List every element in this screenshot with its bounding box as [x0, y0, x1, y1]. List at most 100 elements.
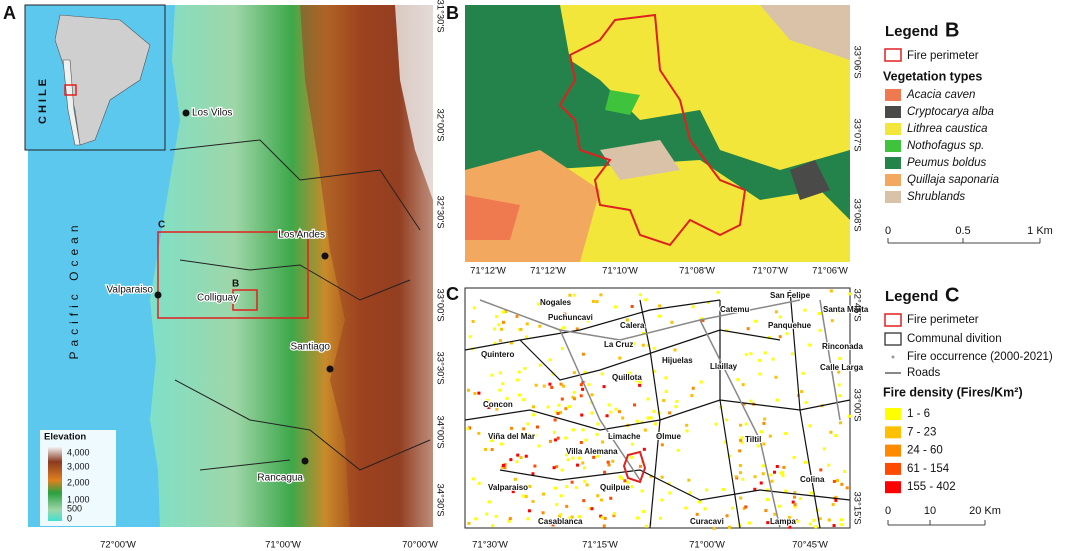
- density-cell: [609, 410, 613, 414]
- panel-label: A: [3, 3, 16, 23]
- place-label: Quillota: [612, 373, 642, 382]
- density-cell: [551, 372, 555, 376]
- lat-label: 31°30'S: [434, 0, 445, 33]
- density-cell: [524, 494, 528, 498]
- density-cell: [525, 322, 529, 326]
- density-cell: [583, 370, 587, 374]
- place-label: Concon: [483, 400, 513, 409]
- place-label: Colliguay: [197, 293, 238, 304]
- density-cell: [541, 511, 545, 515]
- mountains: [300, 5, 433, 527]
- density-cell: [472, 306, 476, 310]
- density-cell: [618, 475, 622, 479]
- communal-boundaries: [464, 289, 851, 529]
- density-cell: [467, 426, 471, 430]
- density-cell: [664, 376, 668, 380]
- density-cell: [843, 469, 847, 473]
- density-cell: [646, 397, 650, 401]
- density-cell: [570, 515, 574, 519]
- density-cell: [834, 433, 838, 437]
- density-cell: [793, 505, 797, 509]
- density-cell: [517, 393, 521, 397]
- density-cell: [746, 327, 750, 331]
- density-cell: [721, 487, 725, 491]
- density-cell: [577, 456, 581, 460]
- density-cell: [581, 352, 585, 356]
- place-label: Calera: [620, 321, 645, 330]
- density-cell: [504, 310, 508, 314]
- density-cell: [500, 327, 504, 331]
- lat-label: 33°00'S: [851, 388, 862, 421]
- density-cell: [778, 335, 782, 339]
- density-cell: [762, 421, 766, 425]
- box-label: C: [158, 220, 165, 231]
- density-cell: [525, 335, 529, 339]
- density-cell: [601, 440, 605, 444]
- density-cell: [607, 463, 611, 467]
- density-cell: [653, 422, 657, 426]
- density-cell: [795, 519, 799, 523]
- lat-label: 32°45'S: [851, 288, 862, 321]
- legend-swatch: [885, 444, 901, 457]
- density-cell: [471, 477, 475, 481]
- lon-label: 71°12'W: [530, 266, 566, 277]
- density-cell: [638, 380, 642, 384]
- communal-swatch: [884, 332, 902, 346]
- density-cell: [611, 459, 615, 463]
- density-cell: [741, 383, 745, 387]
- legend-swatch: [885, 123, 901, 135]
- density-cell: [640, 420, 644, 424]
- density-cell: [568, 293, 572, 297]
- density-cell: [495, 407, 499, 411]
- density-cell: [587, 383, 591, 387]
- density-cell: [630, 455, 634, 459]
- density-cell: [832, 479, 836, 483]
- density-cell: [526, 432, 530, 436]
- density-cell: [559, 494, 563, 498]
- density-cell: [527, 509, 531, 513]
- density-cell: [773, 470, 777, 474]
- density-cell: [712, 526, 716, 530]
- place-label: Viña del Mar: [488, 432, 535, 441]
- place-label: Los Vilos: [192, 108, 232, 119]
- density-cell: [731, 506, 735, 510]
- box-b: [232, 289, 258, 311]
- density-cell: [778, 315, 782, 319]
- density-cell: [738, 449, 742, 453]
- density-cell: [556, 411, 560, 415]
- density-cell: [473, 391, 477, 395]
- density-cell: [744, 505, 748, 509]
- density-cell: [583, 466, 587, 470]
- density-cell: [621, 416, 625, 420]
- fire-density: [466, 289, 852, 530]
- density-cell: [620, 477, 624, 481]
- legend-item: Peumus boldus: [907, 157, 987, 169]
- legend-swatch: [885, 106, 901, 118]
- density-cell: [668, 411, 672, 415]
- density-cell: [800, 390, 804, 394]
- density-cell: [829, 430, 833, 434]
- density-cell: [808, 424, 812, 428]
- density-cell: [600, 498, 604, 502]
- density-cell: [740, 441, 744, 445]
- density-cell: [560, 347, 564, 351]
- density-cell: [531, 405, 535, 409]
- lon-label: 71°15'W: [582, 540, 618, 551]
- density-cell: [779, 471, 783, 475]
- legend-swatch: [885, 191, 901, 203]
- density-cell: [494, 514, 498, 518]
- density-cell: [602, 385, 606, 389]
- place-label: Casablanca: [538, 517, 583, 526]
- density-cell: [579, 440, 583, 444]
- density-cell: [471, 319, 475, 323]
- density-cell: [509, 458, 513, 462]
- density-cell: [582, 499, 586, 503]
- legend-item: 24 - 60: [907, 445, 943, 457]
- density-cell: [596, 454, 600, 458]
- legend-panel: B: [945, 19, 959, 41]
- density-cell: [553, 418, 557, 422]
- density-cell: [571, 395, 575, 399]
- density-cell: [734, 475, 738, 479]
- legend-item: 155 - 402: [907, 481, 956, 493]
